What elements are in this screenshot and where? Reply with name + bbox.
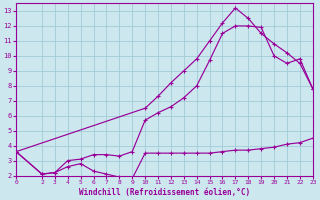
X-axis label: Windchill (Refroidissement éolien,°C): Windchill (Refroidissement éolien,°C) (79, 188, 250, 197)
